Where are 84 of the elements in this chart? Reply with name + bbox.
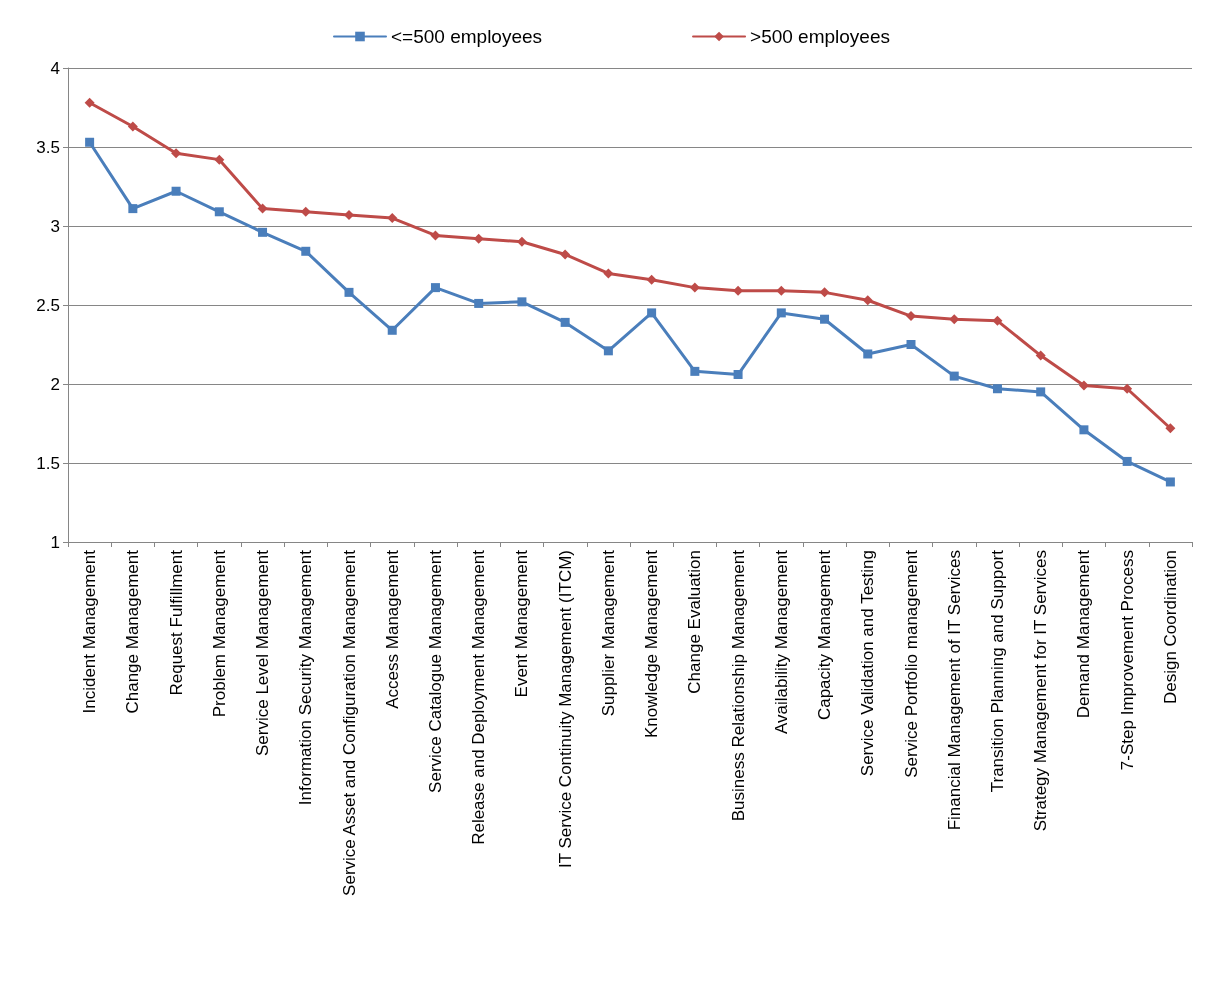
point bbox=[560, 317, 570, 327]
point bbox=[733, 370, 743, 380]
point bbox=[949, 371, 959, 381]
x-tick-label: Business Relationship Management bbox=[728, 549, 748, 822]
y-tick-label: 2 bbox=[50, 374, 60, 394]
point bbox=[1036, 387, 1046, 397]
point bbox=[906, 311, 916, 322]
point bbox=[1165, 423, 1176, 434]
point bbox=[474, 298, 484, 308]
x-tick-label: Request Fulfillment bbox=[166, 549, 186, 696]
point bbox=[258, 227, 268, 237]
point bbox=[820, 314, 830, 324]
point bbox=[1122, 383, 1133, 394]
point bbox=[603, 268, 614, 279]
point bbox=[171, 186, 181, 196]
point bbox=[214, 207, 224, 217]
point bbox=[1078, 380, 1089, 391]
point bbox=[862, 295, 873, 306]
point bbox=[214, 154, 225, 165]
x-tick-label: Incident Management bbox=[80, 549, 100, 714]
x-tick-label: Information Security Management bbox=[296, 549, 316, 806]
point bbox=[1035, 350, 1046, 361]
point bbox=[387, 325, 397, 335]
point bbox=[301, 246, 311, 256]
point bbox=[387, 213, 398, 224]
x-tick-label: Knowledge Management bbox=[642, 549, 662, 739]
point bbox=[560, 249, 571, 260]
y-tick-label: 2.5 bbox=[36, 295, 60, 315]
x-tick-label: Supplier Management bbox=[598, 549, 618, 717]
y-tick-label: 3.5 bbox=[36, 137, 60, 157]
point bbox=[690, 366, 700, 376]
point bbox=[300, 206, 311, 217]
point bbox=[127, 121, 138, 132]
x-tick-label: 7-Step Improvement Process bbox=[1117, 550, 1137, 771]
point bbox=[776, 308, 786, 318]
point bbox=[647, 308, 657, 318]
y-tick-label: 1 bbox=[50, 532, 60, 552]
point bbox=[906, 340, 916, 349]
point bbox=[344, 287, 354, 297]
point bbox=[430, 230, 441, 241]
x-tick-label: Strategy Management for IT Services bbox=[1031, 550, 1051, 832]
x-tick-label: Demand Management bbox=[1074, 549, 1094, 719]
x-tick-label: Event Management bbox=[512, 549, 532, 698]
y-tick-label: 3 bbox=[50, 216, 60, 236]
x-tick-label: Availability Management bbox=[771, 549, 791, 734]
x-tick-label: IT Service Continuity Management (ITCM) bbox=[555, 550, 575, 869]
y-tick-label: 4 bbox=[50, 58, 60, 78]
x-tick-label: Design Coordination bbox=[1160, 550, 1180, 705]
legend-label: >500 employees bbox=[750, 26, 891, 47]
point bbox=[257, 203, 268, 214]
point bbox=[992, 315, 1003, 326]
x-tick-label: Service Catalogue Management bbox=[425, 549, 445, 793]
x-tick-label: Release and Deployment Management bbox=[469, 549, 489, 845]
legend-label: <=500 employees bbox=[390, 26, 543, 47]
point bbox=[689, 282, 700, 293]
point bbox=[128, 204, 138, 214]
point bbox=[646, 274, 657, 285]
point bbox=[819, 287, 830, 298]
point bbox=[1079, 425, 1089, 435]
point bbox=[603, 346, 613, 356]
point bbox=[85, 137, 95, 147]
x-tick-label: Access Management bbox=[382, 549, 402, 709]
point bbox=[1122, 456, 1132, 466]
point bbox=[84, 97, 95, 108]
x-tick-label: Transition Planning and Support bbox=[987, 549, 1007, 793]
point bbox=[776, 285, 787, 296]
point bbox=[992, 384, 1002, 394]
point bbox=[473, 233, 484, 244]
x-tick-label: Change Evaluation bbox=[685, 550, 705, 694]
point bbox=[430, 283, 440, 293]
x-tick-label: Problem Management bbox=[209, 549, 229, 718]
x-tick-label: Service Level Management bbox=[253, 549, 273, 757]
point bbox=[517, 297, 527, 307]
point bbox=[171, 148, 182, 159]
point bbox=[1165, 477, 1175, 487]
x-tick-label: Financial Management of IT Services bbox=[944, 550, 964, 831]
x-tick-label: Capacity Management bbox=[815, 549, 835, 721]
y-tick-label: 1.5 bbox=[36, 453, 60, 473]
x-tick-label: Service Validation and Testing bbox=[858, 550, 878, 777]
x-tick-label: Change Management bbox=[123, 549, 143, 714]
point bbox=[863, 349, 873, 359]
x-tick-label: Service Asset and Configuration Management bbox=[339, 549, 359, 896]
x-tick-label: Service Portfolio management bbox=[901, 549, 921, 778]
point bbox=[344, 209, 354, 220]
